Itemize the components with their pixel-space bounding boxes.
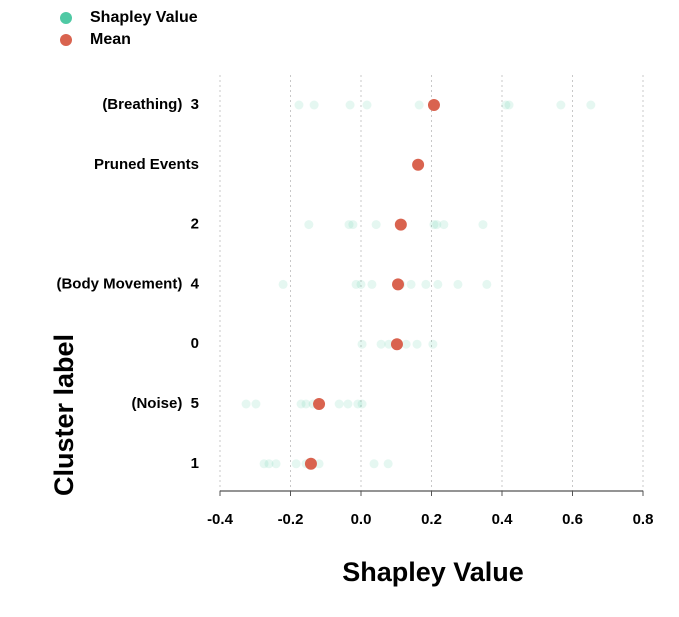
shapley-point [383, 459, 393, 469]
shapley-point [353, 399, 363, 409]
mean-point [392, 278, 405, 291]
shapley-point [314, 459, 324, 469]
shapley-point [478, 220, 488, 230]
shapley-point [362, 100, 372, 110]
shapley-point [357, 399, 367, 409]
x-tick-label: 0.8 [633, 511, 654, 528]
shapley-point [586, 100, 596, 110]
shapley-point [439, 220, 449, 230]
shapley-point [304, 220, 314, 230]
y-tick-label: (Noise) 5 [131, 395, 199, 412]
y-tick-label: Pruned Events [94, 156, 199, 173]
mean-point [427, 99, 440, 111]
shapley-point [412, 339, 422, 349]
shapley-point [376, 339, 386, 349]
shapley-point [296, 399, 306, 409]
shapley-point [367, 279, 377, 289]
x-tick-label: -0.4 [207, 511, 234, 528]
shapley-point [501, 100, 511, 110]
x-tick-label: -0.2 [278, 511, 304, 528]
y-tick-label: 2 [191, 216, 199, 233]
shapley-point [278, 279, 288, 289]
y-tick-label: (Breathing) 3 [102, 96, 199, 113]
shapley-point [264, 459, 274, 469]
legend-marker [60, 12, 72, 24]
shapley-point [369, 459, 379, 469]
x-tick-label: 0.4 [492, 511, 514, 528]
shapley-point [309, 100, 319, 110]
shapley-point [259, 459, 269, 469]
y-tick-label: 0 [191, 335, 199, 352]
shapley-point [428, 339, 438, 349]
shapley-point [343, 399, 353, 409]
mean-point [390, 338, 403, 351]
mean-point [394, 218, 407, 231]
shapley-point [371, 220, 381, 230]
x-tick-label: 0.0 [351, 511, 372, 528]
shapley-point [414, 100, 424, 110]
shapley-point [401, 339, 411, 349]
shapley-point [301, 399, 311, 409]
x-tick-label: 0.2 [421, 511, 442, 528]
shapley-point [348, 220, 358, 230]
shapley-point [291, 459, 301, 469]
shapley-point [345, 100, 355, 110]
shapley-point [344, 220, 354, 230]
shapley-point [251, 399, 261, 409]
shapley-point [384, 339, 394, 349]
x-axis-title: Shapley Value [342, 557, 524, 587]
shapley-point [241, 399, 251, 409]
shapley-point [432, 220, 442, 230]
shapley-point [453, 279, 463, 289]
shapley-point [556, 100, 566, 110]
shapley-point [356, 279, 366, 289]
shapley-point [504, 100, 514, 110]
x-tick-label: 0.6 [562, 511, 583, 528]
shapley-point [351, 279, 361, 289]
shapley-point [271, 459, 281, 469]
mean-point [304, 457, 317, 470]
y-tick-label: (Body Movement) 4 [56, 275, 199, 292]
legend-label: Mean [90, 31, 131, 48]
mean-point [412, 158, 425, 171]
shapley-point [421, 279, 431, 289]
y-tick-label: 1 [191, 455, 199, 472]
shapley-point [357, 339, 367, 349]
shapley-point [433, 279, 443, 289]
shapley-point [294, 100, 304, 110]
legend-marker [60, 34, 72, 46]
y-axis-title: Cluster label [49, 334, 79, 496]
shapley-point [482, 279, 492, 289]
mean-point [313, 398, 326, 410]
shapley-point [406, 279, 416, 289]
legend-label: Shapley Value [90, 9, 198, 26]
shapley-point [334, 399, 344, 409]
shapley-point [429, 220, 439, 230]
